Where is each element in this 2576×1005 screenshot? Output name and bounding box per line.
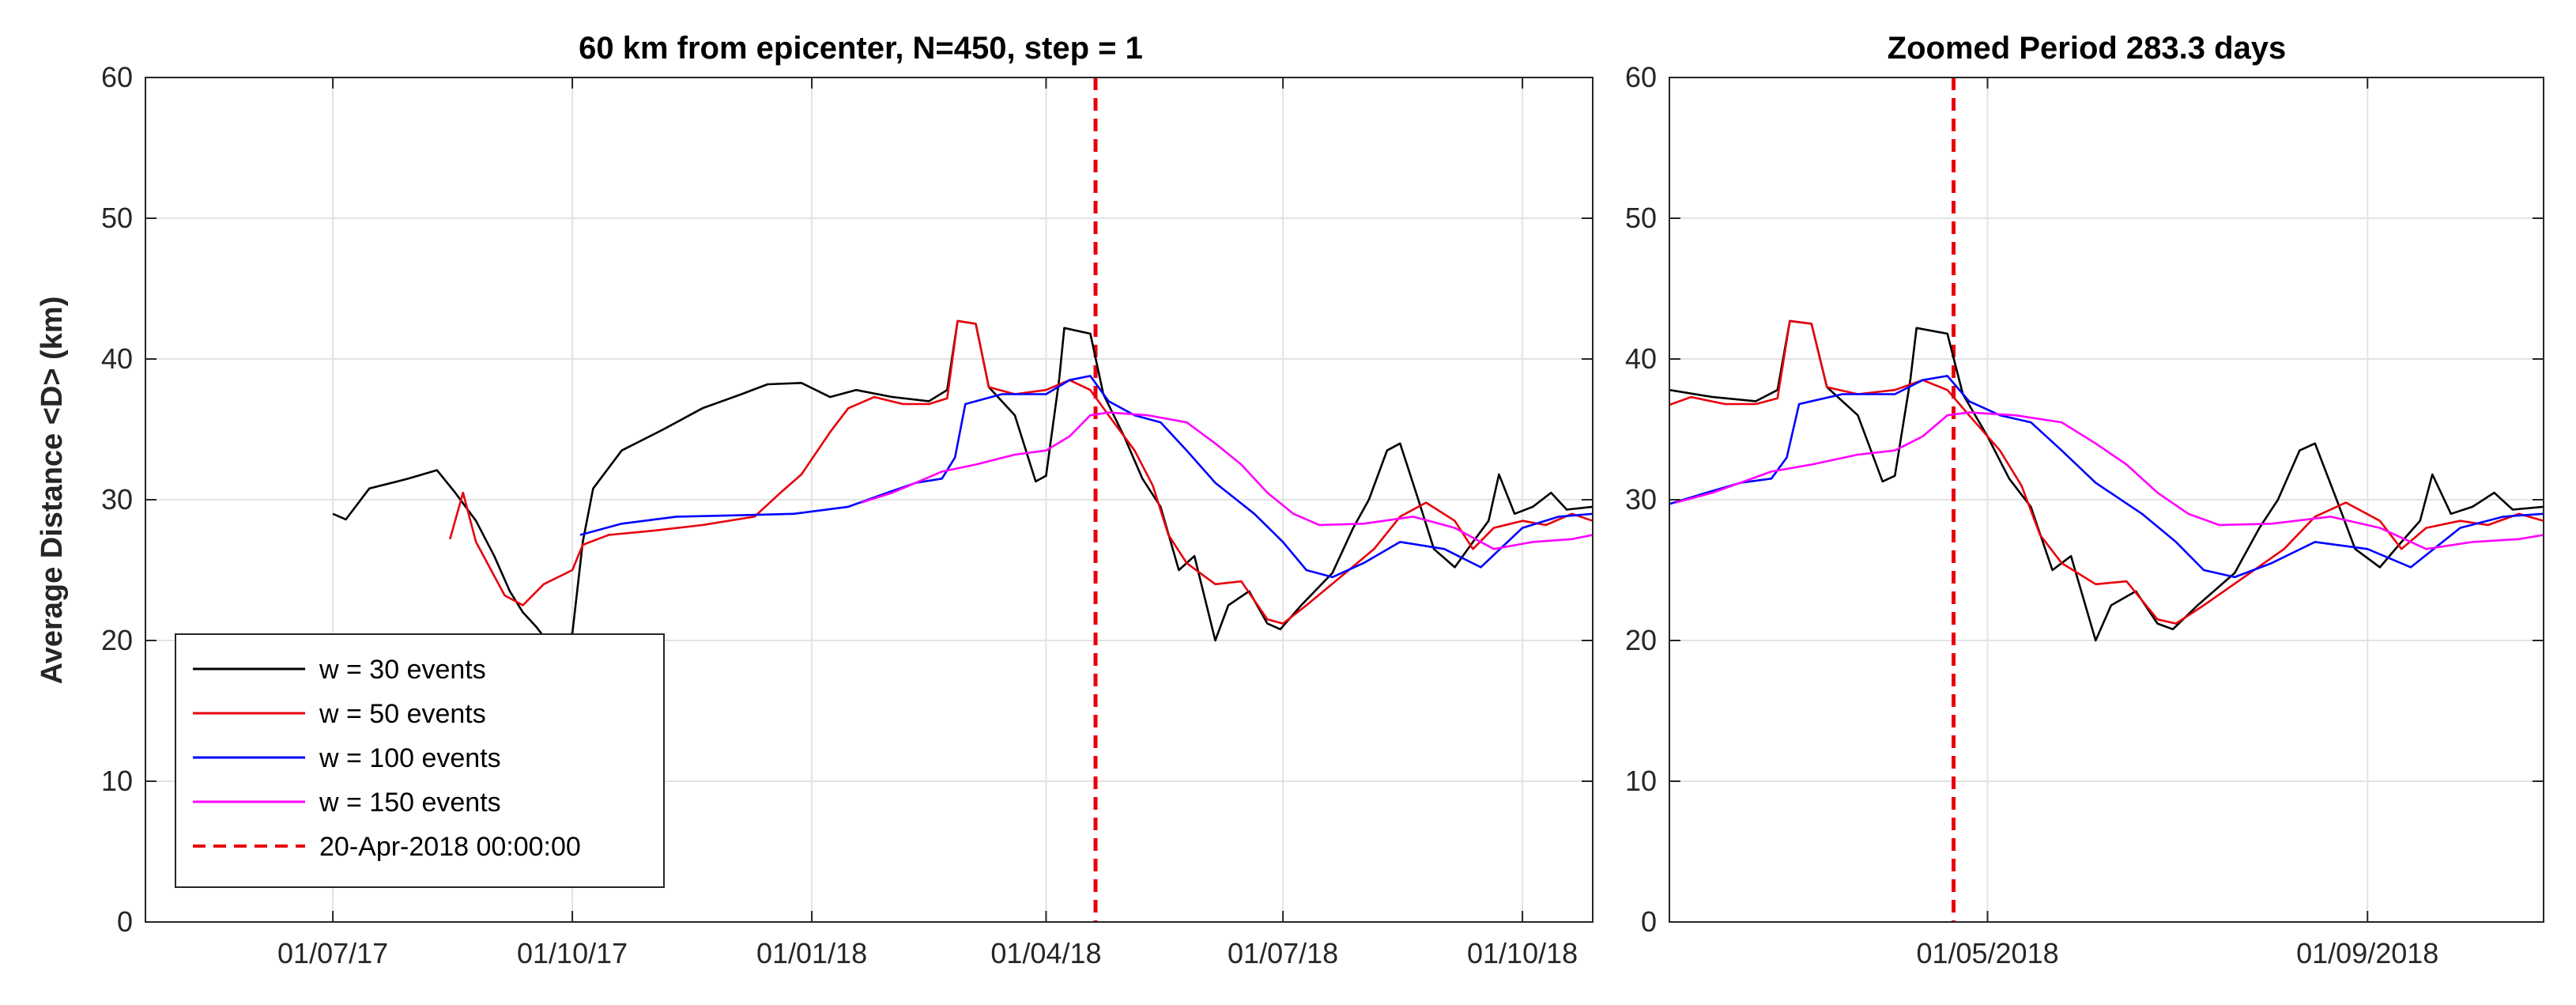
legend-label: 20-Apr-2018 00:00:00 bbox=[319, 832, 581, 862]
y-tick-label: 10 bbox=[101, 765, 133, 797]
zoom-ticks: 0 10 20 30 40 50 60 01/05/2018 01/09/2018 bbox=[1625, 61, 2544, 969]
x-tick-label: 01/10/17 bbox=[517, 937, 628, 969]
x-tick-label: 01/01/18 bbox=[756, 937, 867, 969]
legend-label: w = 50 events bbox=[319, 699, 486, 729]
main-ticks: 0 10 20 30 40 50 60 01/07/17 01/10/17 01/01/18 01/… bbox=[101, 61, 1593, 969]
legend: w = 30 events w = 50 events w = 100 events… bbox=[175, 633, 665, 888]
y-tick-label: 20 bbox=[101, 624, 133, 656]
y-tick-label: 0 bbox=[1641, 905, 1657, 938]
legend-label: w = 30 events bbox=[319, 655, 486, 685]
x-tick-label: 01/10/18 bbox=[1467, 937, 1578, 969]
y-tick-label: 30 bbox=[101, 483, 133, 516]
y-tick-label: 40 bbox=[1625, 342, 1657, 375]
y-tick-label: 50 bbox=[1625, 202, 1657, 234]
y-tick-label: 60 bbox=[101, 61, 133, 93]
y-tick-label: 60 bbox=[1625, 61, 1657, 93]
series-line-4 bbox=[1675, 411, 2544, 550]
zoom-panel: Zoomed Period 283.3 days 0 10 20 30 40 50 60 01… bbox=[1625, 31, 2544, 969]
legend-label: w = 100 events bbox=[319, 743, 501, 773]
y-tick-label: 30 bbox=[1625, 483, 1657, 516]
x-tick-label: 01/07/17 bbox=[277, 937, 388, 969]
series-line-4 bbox=[861, 411, 1593, 550]
y-tick-label: 50 bbox=[101, 202, 133, 234]
main-panel: 60 km from epicenter, N=450, step = 1 Av… bbox=[36, 31, 1593, 969]
x-tick-label: 01/07/18 bbox=[1228, 937, 1338, 969]
y-axis-label: Average Distance <D> (km) bbox=[36, 297, 69, 685]
series-line-2 bbox=[449, 319, 1593, 625]
series-line-1 bbox=[1669, 319, 2544, 642]
zoom-series bbox=[1669, 319, 2544, 642]
x-tick-label: 01/09/2018 bbox=[2296, 937, 2438, 969]
series-line-2 bbox=[1669, 319, 2544, 625]
legend-label: w = 150 events bbox=[319, 788, 501, 818]
x-tick-label: 01/04/18 bbox=[990, 937, 1101, 969]
y-tick-label: 40 bbox=[101, 342, 133, 375]
y-tick-label: 20 bbox=[1625, 624, 1657, 656]
series-line-3 bbox=[1669, 375, 2544, 579]
zoom-title: Zoomed Period 283.3 days bbox=[1888, 31, 2287, 66]
main-title: 60 km from epicenter, N=450, step = 1 bbox=[579, 31, 1143, 66]
series-line-3 bbox=[579, 375, 1593, 579]
y-tick-label: 10 bbox=[1625, 765, 1657, 797]
y-tick-label: 0 bbox=[117, 905, 133, 938]
legend-box bbox=[175, 633, 665, 888]
x-tick-label: 01/05/2018 bbox=[1916, 937, 2058, 969]
